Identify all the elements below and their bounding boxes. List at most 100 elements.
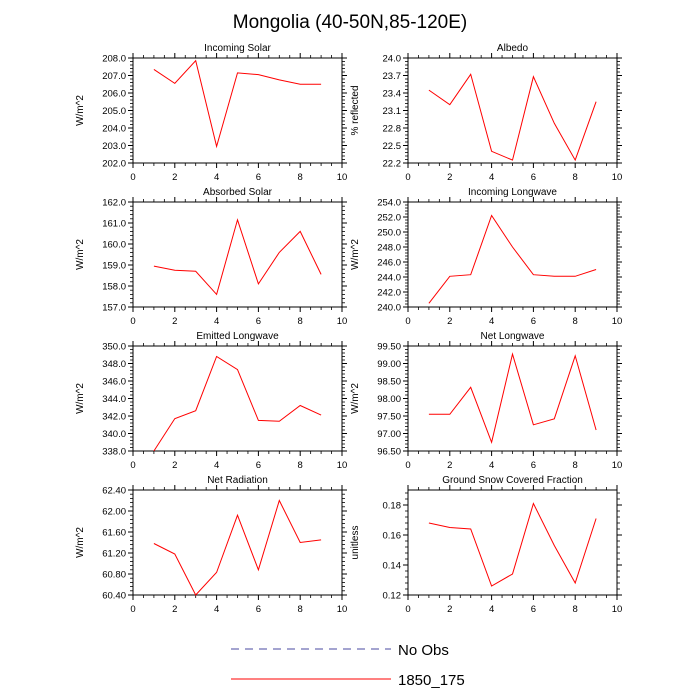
y-tick-label: 204.0 [102,124,126,135]
y-axis-label: % reflected [350,85,361,135]
y-tick-label: 23.4 [383,89,402,100]
legend-label-no-obs: No Obs [398,642,449,659]
x-tick-label: 10 [612,172,623,183]
y-axis-label: W/m^2 [75,383,86,414]
panel-title: Incoming Longwave [468,187,557,198]
x-tick-label: 10 [612,316,623,327]
y-tick-label: 61.60 [102,528,126,539]
x-tick-label: 0 [405,172,410,183]
chart-panel: Ground Snow Covered Fraction unitless 0 2 4 6… [350,475,622,615]
x-tick-label: 8 [298,460,303,471]
chart-panel: Incoming Solar W/m^2 0 2 4 6 8 10 202.0 203.0 204.… [75,43,347,183]
x-tick-label: 0 [130,460,135,471]
y-tick-label: 0.12 [383,591,402,602]
y-tick-label: 161.0 [102,219,126,230]
chart-panel: Net Longwave W/m^2 0 2 4 6 8 10 96.50 97.00 97.50 9… [350,331,622,471]
y-tick-label: 22.8 [383,124,402,135]
y-tick-label: 60.40 [102,591,126,602]
x-tick-label: 2 [447,604,452,615]
y-tick-label: 98.00 [377,394,401,405]
x-tick-label: 4 [214,460,219,471]
x-tick-label: 10 [612,460,623,471]
x-tick-label: 4 [214,604,219,615]
y-tick-label: 61.20 [102,549,126,560]
x-tick-label: 0 [130,604,135,615]
y-axis-label: W/m^2 [75,527,86,558]
y-tick-label: 0.18 [383,501,402,512]
y-tick-label: 350.0 [102,342,126,353]
y-tick-label: 244.0 [377,273,401,284]
y-tick-label: 162.0 [102,198,126,209]
panel-title: Ground Snow Covered Fraction [442,475,583,486]
series-line [428,73,597,162]
y-tick-label: 348.0 [102,359,126,370]
x-tick-label: 0 [405,460,410,471]
y-tick-label: 97.50 [377,412,401,423]
panel-title: Incoming Solar [204,43,271,54]
y-tick-label: 62.40 [102,486,126,497]
legend-label-1850-175: 1850_175 [398,672,465,689]
y-axis-label: W/m^2 [350,239,361,270]
x-tick-label: 6 [256,172,261,183]
x-tick-label: 8 [573,460,578,471]
x-tick-label: 2 [447,172,452,183]
x-tick-label: 10 [337,172,348,183]
y-tick-label: 340.0 [102,429,126,440]
chart-panel: Albedo % reflected 0 2 4 6 8 10 22.2 22.5 22.8 23.1… [350,43,622,183]
x-tick-label: 8 [573,604,578,615]
y-tick-label: 0.14 [383,561,402,572]
x-tick-label: 8 [298,172,303,183]
y-tick-label: 205.0 [102,106,126,117]
x-tick-label: 6 [256,604,261,615]
x-tick-label: 8 [298,316,303,327]
x-tick-label: 2 [172,172,177,183]
x-tick-label: 4 [489,604,494,615]
x-tick-label: 0 [405,316,410,327]
y-tick-label: 206.0 [102,89,126,100]
plot-frame [407,345,618,452]
x-tick-label: 10 [612,604,623,615]
y-tick-label: 98.50 [377,377,401,388]
chart-panel: Emitted Longwave W/m^2 0 2 4 6 8 10 338.0 340.0 34… [75,331,347,471]
x-tick-label: 4 [489,460,494,471]
figure-title: Mongolia (40-50N,85-120E) [233,12,467,33]
panel-title: Albedo [497,43,529,54]
y-tick-label: 99.00 [377,359,401,370]
x-tick-label: 2 [172,460,177,471]
y-tick-label: 250.0 [377,228,401,239]
plot-frame [132,489,343,596]
y-axis-label: W/m^2 [75,95,86,126]
panel-title: Emitted Longwave [196,331,279,342]
y-tick-label: 22.5 [383,141,402,152]
x-tick-label: 8 [298,604,303,615]
y-tick-label: 22.2 [383,159,402,170]
x-tick-label: 6 [531,604,536,615]
panel-title: Net Radiation [207,475,268,486]
y-tick-label: 60.80 [102,570,126,581]
panel-title: Absorbed Solar [203,187,273,198]
y-tick-label: 344.0 [102,394,126,405]
y-tick-label: 254.0 [377,198,401,209]
y-axis-label: W/m^2 [75,239,86,270]
x-tick-label: 8 [573,172,578,183]
y-tick-label: 97.00 [377,429,401,440]
x-tick-label: 4 [489,172,494,183]
plot-frame [407,57,618,164]
y-tick-label: 346.0 [102,377,126,388]
series-line [428,502,597,587]
y-tick-label: 203.0 [102,141,126,152]
y-tick-label: 242.0 [377,288,401,299]
plot-frame [407,201,618,308]
y-tick-label: 338.0 [102,447,126,458]
y-tick-label: 208.0 [102,54,126,65]
x-tick-label: 10 [337,316,348,327]
y-axis-label: unitless [350,526,361,560]
x-tick-label: 0 [130,316,135,327]
y-tick-label: 207.0 [102,71,126,82]
x-tick-label: 6 [256,460,261,471]
x-tick-label: 2 [447,316,452,327]
x-tick-label: 2 [172,604,177,615]
y-tick-label: 23.1 [383,106,402,117]
x-tick-label: 2 [172,316,177,327]
plot-frame [407,489,618,596]
